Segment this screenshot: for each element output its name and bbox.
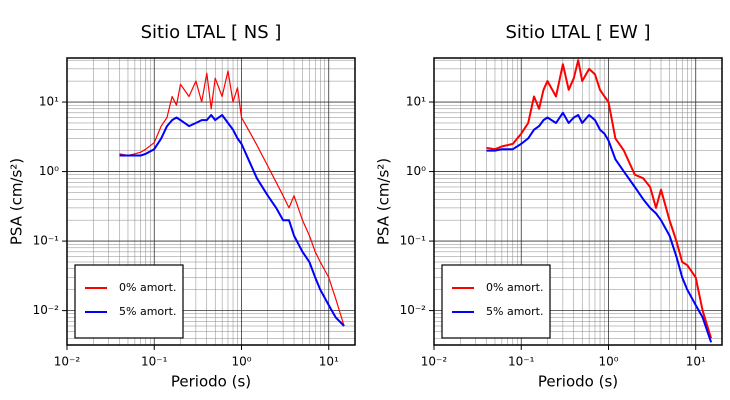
plot-frame [433,57,723,346]
x-axis-label: Periodo (s) [538,373,618,391]
legend-label: 0% amort. [119,281,176,294]
x-tick-label: 10¹ [319,355,339,369]
series-line [486,59,713,339]
legend-box [441,264,551,339]
y-tick-label: 10⁰ [406,164,426,178]
y-tick-label: 10⁻¹ [33,234,60,248]
y-tick-label: 10⁻² [400,303,427,317]
y-tick-label: 10⁻² [33,303,60,317]
chart-title: Sitio LTAL [ NS ] [141,22,282,43]
x-tick-label: 10¹ [686,355,706,369]
series-line [486,111,713,343]
series-line [119,70,345,327]
panel: Sitio LTAL [ NS ] 10⁻² 10⁻¹ 10⁰ 10¹ 10⁻² 10⁻¹ 1… [8,22,356,391]
x-tick-label: 10⁰ [231,355,251,369]
panel: Sitio LTAL [ EW ] 10⁻² 10⁻¹ 10⁰ 10¹ 10⁻² 10⁻¹ 1… [375,22,723,391]
y-tick-label: 10¹ [406,95,426,109]
legend-label: 0% amort. [486,281,543,294]
chart-title: Sitio LTAL [ EW ] [505,22,650,43]
x-axis-label: Periodo (s) [171,373,251,391]
y-axis-label: PSA (cm/s²) [375,158,393,245]
x-tick-label: 10⁻¹ [508,355,535,369]
x-tick-label: 10⁻² [421,355,448,369]
y-tick-label: 10⁻¹ [400,234,427,248]
plot-frame [66,57,356,346]
x-tick-label: 10⁻² [54,355,81,369]
y-tick-label: 10¹ [39,95,59,109]
y-axis-label: PSA (cm/s²) [8,158,26,245]
legend-label: 5% amort. [486,305,543,318]
y-tick-label: 10⁰ [39,164,59,178]
x-tick-label: 10⁰ [598,355,618,369]
legend-box [74,264,184,339]
legend-label: 5% amort. [119,305,176,318]
series-line [119,114,345,327]
x-tick-label: 10⁻¹ [141,355,168,369]
